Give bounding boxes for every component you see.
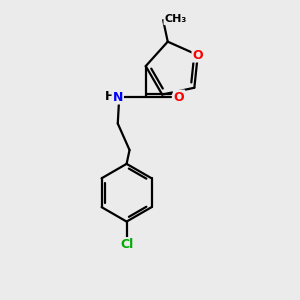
Text: H: H bbox=[105, 90, 115, 103]
Text: CH₃: CH₃ bbox=[164, 14, 187, 24]
Text: O: O bbox=[174, 91, 184, 103]
Text: O: O bbox=[193, 49, 203, 62]
Text: N: N bbox=[112, 91, 123, 103]
Text: Cl: Cl bbox=[120, 238, 133, 251]
